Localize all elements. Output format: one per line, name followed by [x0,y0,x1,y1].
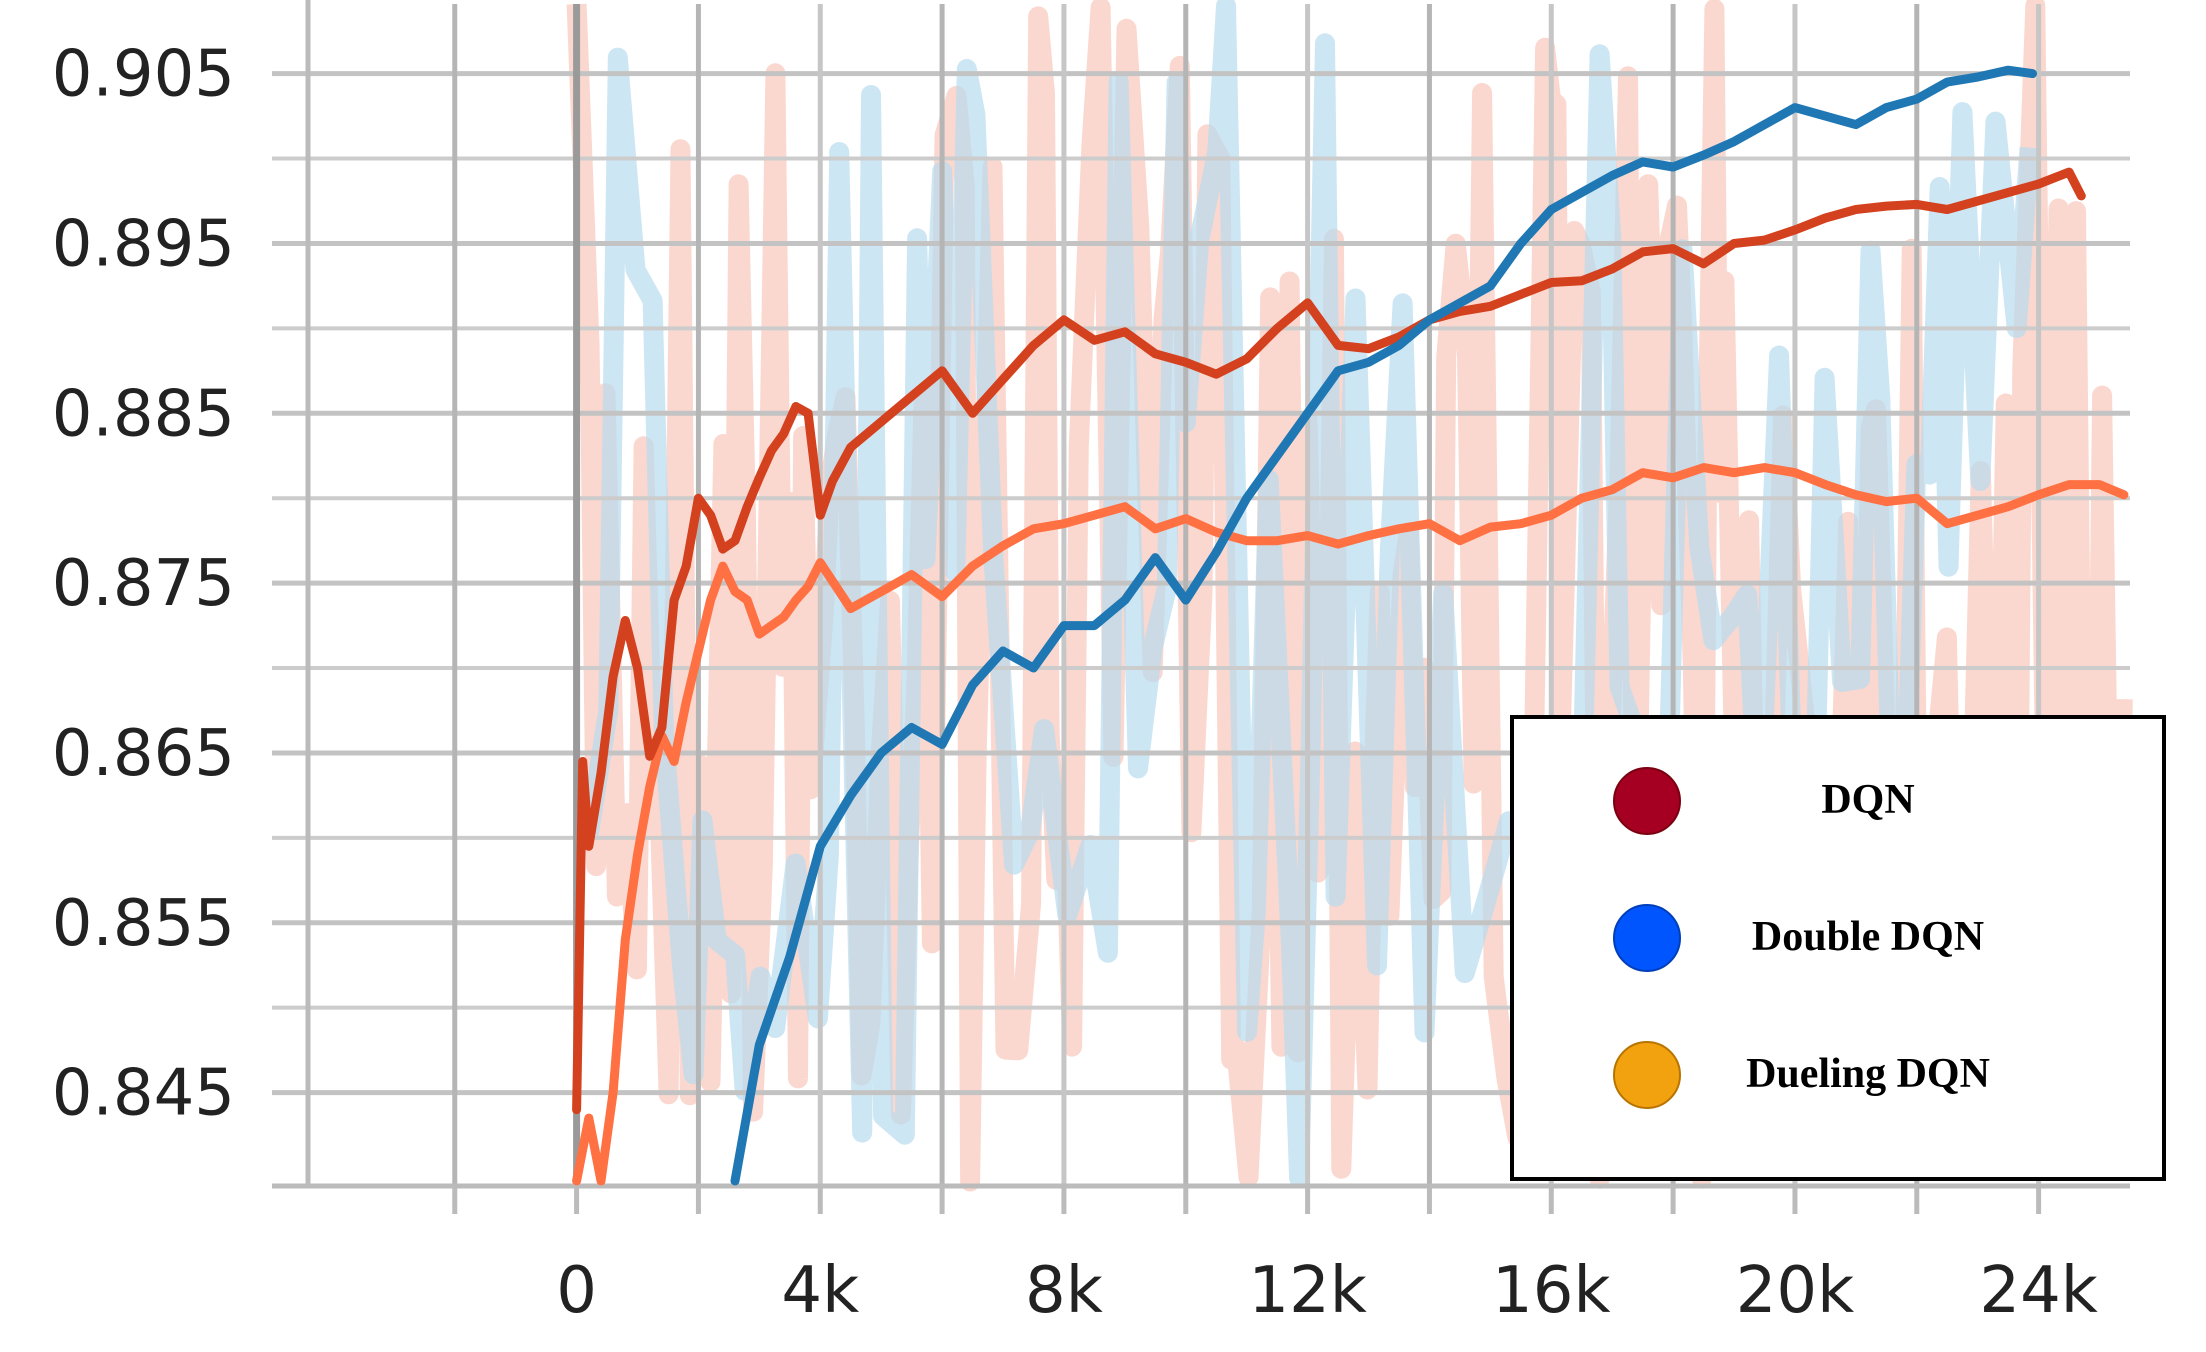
x-tick-label: 0 [556,1254,597,1328]
legend: DQN Double DQN Dueling DQN [1510,715,2166,1181]
x-tick-label: 16k [1492,1254,1611,1328]
x-tick-label: 20k [1736,1254,1855,1328]
x-tick-label: 12k [1248,1254,1367,1328]
legend-marker-dueling-dqn [1613,1041,1681,1109]
legend-marker-double-dqn [1613,904,1681,972]
tick-labels: 0.845 0.855 0.865 0.875 0.885 0.895 0.905 0 4k 8k… [52,38,2098,1328]
x-tick-label: 4k [781,1254,859,1328]
series-line-dueling-dqn [572,463,2129,1186]
series-line-double-dqn [730,65,2037,1186]
y-tick-label: 0.875 [52,547,235,621]
y-tick-label: 0.845 [52,1057,235,1131]
y-tick-label: 0.865 [52,717,235,791]
legend-label-dueling-dqn: Dueling DQN [1746,1051,1990,1097]
legend-label-double-dqn: Double DQN [1752,914,1984,960]
x-tick-label: 24k [1979,1254,2098,1328]
y-tick-label: 0.905 [52,38,235,112]
y-tick-label: 0.855 [52,887,235,961]
y-tick-label: 0.885 [52,377,235,451]
legend-marker-dqn [1613,767,1681,835]
axis-layer [272,0,2130,1214]
y-tick-label: 0.895 [52,207,235,281]
series-layer [572,65,2129,1186]
x-tick-label: 8k [1025,1254,1103,1328]
series-line-dqn [572,167,2086,1115]
legend-label-dqn: DQN [1821,777,1914,823]
